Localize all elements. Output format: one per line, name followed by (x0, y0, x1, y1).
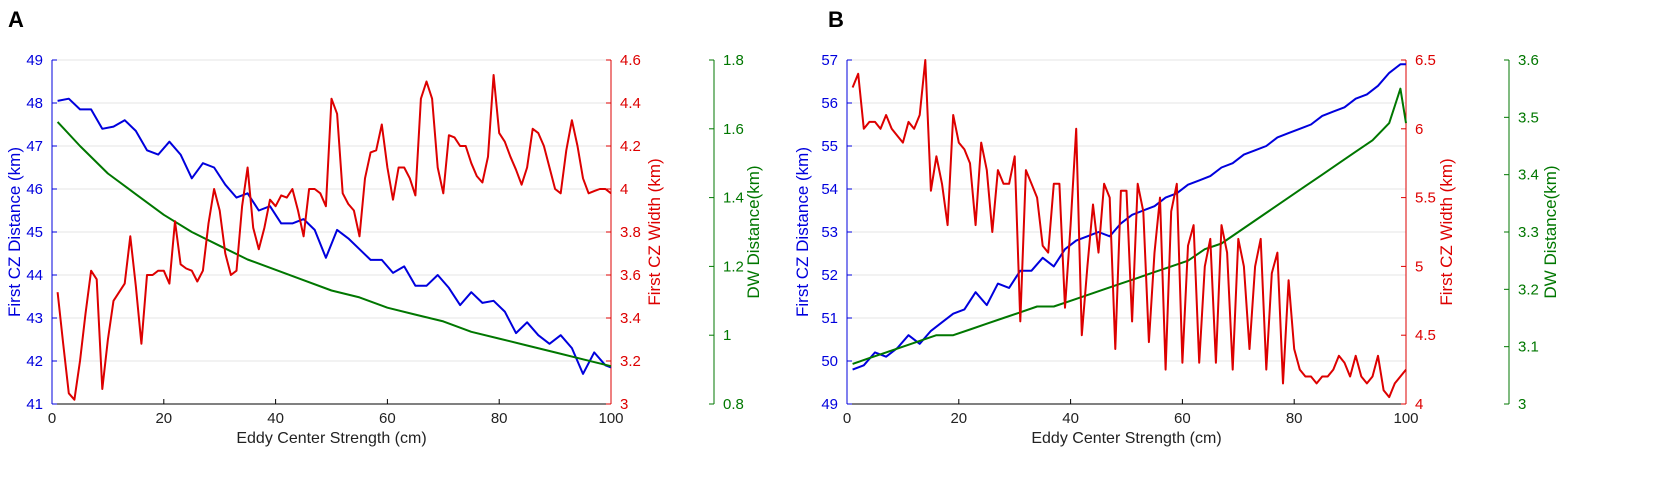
y-tick-label: 4.6 (620, 52, 641, 69)
y-tick-label: 3.2 (620, 353, 641, 370)
x-tick-label: 40 (267, 410, 284, 427)
x-tick-label: 100 (598, 410, 623, 427)
y-tick-label: 50 (821, 353, 838, 370)
y-tick-label: 3.4 (1518, 167, 1539, 184)
y-tick-label: 5 (1415, 258, 1423, 275)
y-tick-label: 3.4 (620, 310, 641, 327)
series-line-first-cz-distance (57, 97, 612, 375)
y-tick-label: 3 (1518, 396, 1526, 413)
y-tick-label: 45 (26, 224, 43, 241)
y-tick-label: 4.2 (620, 138, 641, 155)
y-tick-label: 55 (821, 138, 838, 155)
y-tick-label: 3.5 (1518, 109, 1539, 126)
panel-b-label: B (828, 7, 844, 32)
y-tick-label: 1.2 (723, 258, 744, 275)
y-axis-label: First CZ Width (km) (1437, 158, 1456, 305)
y-tick-label: 3.6 (620, 267, 641, 284)
y-tick-label: 4 (1415, 396, 1423, 413)
y-axis-label: DW Distance(km) (744, 165, 763, 298)
series-line-first-cz-distance (852, 63, 1406, 371)
series-line-first-cz-width (56, 74, 612, 401)
y-axis-label: First CZ Distance (km) (793, 147, 812, 317)
y-tick-label: 0.8 (723, 396, 744, 413)
y-tick-label: 48 (26, 95, 43, 112)
y-tick-label: 44 (26, 267, 43, 284)
y-tick-label: 42 (26, 353, 43, 370)
y-tick-label: 51 (821, 310, 838, 327)
y-tick-label: 1.4 (723, 190, 744, 207)
series-line-first-cz-width (851, 59, 1407, 399)
x-tick-label: 80 (491, 410, 508, 427)
y-tick-label: 4.5 (1415, 327, 1436, 344)
y-tick-label: 4 (620, 181, 628, 198)
x-tick-label: 40 (1062, 410, 1079, 427)
y-tick-label: 4.4 (620, 95, 641, 112)
y-tick-label: 46 (26, 181, 43, 198)
y-tick-label: 3 (620, 396, 628, 413)
y-tick-label: 53 (821, 224, 838, 241)
x-axis-label: Eddy Center Strength (cm) (1031, 430, 1221, 447)
y-tick-label: 3.1 (1518, 339, 1539, 356)
y-tick-label: 6.5 (1415, 52, 1436, 69)
y-tick-label: 1.6 (723, 121, 744, 138)
y-tick-label: 41 (26, 396, 43, 413)
x-tick-label: 60 (379, 410, 396, 427)
y-axis-label: First CZ Width (km) (645, 158, 664, 305)
x-tick-label: 0 (48, 410, 56, 427)
y-tick-label: 1.8 (723, 52, 744, 69)
x-axis-label: Eddy Center Strength (cm) (236, 430, 426, 447)
y-tick-label: 47 (26, 138, 43, 155)
panel-a: A 0 20 40 60 80 100 Eddy Center Strength (cm) 4… (5, 7, 763, 447)
x-tick-label: 0 (843, 410, 851, 427)
y-tick-label: 52 (821, 267, 838, 284)
y-axis-label: First CZ Distance (km) (5, 147, 24, 317)
y-axis-label: DW Distance(km) (1541, 165, 1560, 298)
y-tick-label: 3.6 (1518, 52, 1539, 69)
x-tick-label: 100 (1393, 410, 1418, 427)
panel-a-label: A (8, 7, 24, 32)
y-tick-label: 43 (26, 310, 43, 327)
x-tick-label: 60 (1174, 410, 1191, 427)
y-tick-label: 1 (723, 327, 731, 344)
x-tick-label: 20 (950, 410, 967, 427)
series-line-dw-distance (56, 121, 612, 368)
y-tick-label: 56 (821, 95, 838, 112)
x-tick-label: 80 (1286, 410, 1303, 427)
y-tick-label: 3.3 (1518, 224, 1539, 241)
y-tick-label: 49 (821, 396, 838, 413)
panel-b: B 0 20 40 60 80 100 Eddy Center Strength (cm) 4… (793, 7, 1560, 447)
y-tick-label: 3.8 (620, 224, 641, 241)
y-tick-label: 5.5 (1415, 190, 1436, 207)
y-tick-label: 49 (26, 52, 43, 69)
y-tick-label: 54 (821, 181, 838, 198)
y-tick-label: 3.2 (1518, 281, 1539, 298)
series-line-dw-distance (852, 87, 1407, 365)
y-tick-label: 6 (1415, 121, 1423, 138)
x-tick-label: 20 (155, 410, 172, 427)
y-tick-label: 57 (821, 52, 838, 69)
